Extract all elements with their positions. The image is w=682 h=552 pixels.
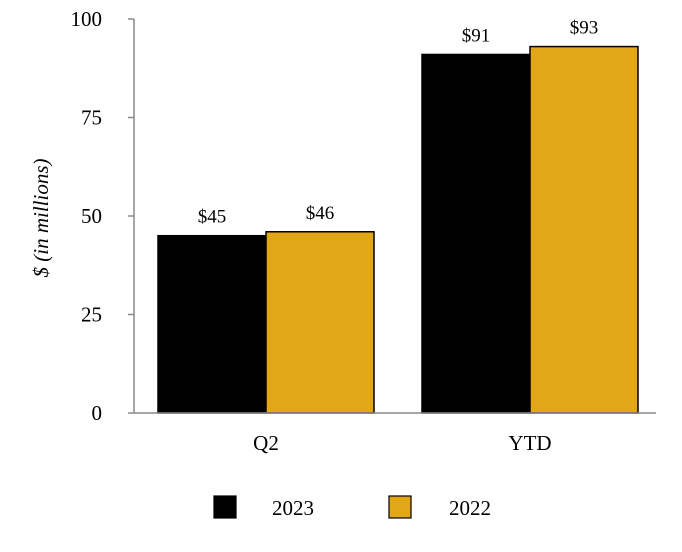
- legend-label-2022: 2022: [449, 496, 491, 520]
- y-tick-label: 100: [71, 7, 103, 31]
- bar-2022-ytd: [529, 45, 639, 414]
- bar-2022-q2: [265, 231, 375, 414]
- data-label-2023-q2: $45: [198, 207, 227, 228]
- y-tick-label: 0: [92, 401, 103, 425]
- y-axis-label: $ (in millions): [29, 158, 53, 277]
- bar-2023-q2: [157, 234, 267, 414]
- y-tick-label: 75: [81, 106, 102, 130]
- legend: 2023 2022: [213, 495, 491, 520]
- bar-2023-ytd: [421, 53, 531, 414]
- y-tick-label: 25: [81, 303, 102, 327]
- data-label-2023-ytd: $91: [462, 25, 491, 46]
- data-label-2022-ytd: $93: [570, 18, 599, 39]
- legend-swatch-2022: [388, 495, 412, 519]
- x-category-label: Q2: [253, 431, 279, 455]
- y-tick-label: 50: [81, 204, 102, 228]
- legend-label-2023: 2023: [272, 496, 314, 520]
- x-category-label: YTD: [508, 431, 551, 455]
- plot-area: 0 25 50 75 100 $45 $46 Q2 $91 $93 YTD: [71, 7, 656, 455]
- legend-swatch-2023: [213, 495, 237, 519]
- data-label-2022-q2: $46: [306, 203, 335, 224]
